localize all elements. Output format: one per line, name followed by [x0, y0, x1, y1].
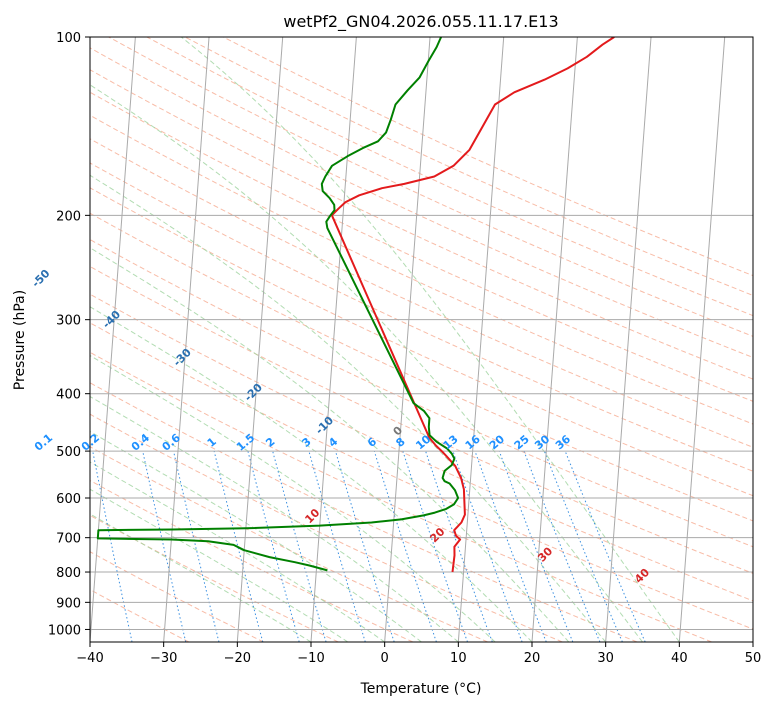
- moist-adiabat: [90, 174, 607, 642]
- y-tick-label: 600: [56, 492, 81, 507]
- x-tick-label: 20: [524, 651, 541, 666]
- isotherm-line: [678, 37, 726, 642]
- x-tick-label: −40: [76, 651, 103, 666]
- y-axis-ticks: 100 200 300 400 500 600 700 800 900 1000: [48, 31, 90, 638]
- dry-adiabat: [90, 382, 638, 642]
- x-tick-label: 30: [597, 651, 614, 666]
- mixing-ratio-line: [92, 451, 133, 642]
- mixing-ratio-line: [142, 450, 187, 642]
- moist-adiabat: [90, 430, 422, 642]
- mixing-ratio-line: [373, 450, 437, 642]
- mixing-ratio-line: [452, 450, 523, 642]
- y-tick-label: 800: [56, 566, 81, 581]
- y-axis-label: Pressure (hPa): [12, 290, 28, 390]
- moist-adiabat: [90, 306, 533, 642]
- isotherm-label: -50: [29, 267, 52, 290]
- profiles: [96, 37, 615, 573]
- mixing-ratio-line: [173, 450, 220, 642]
- x-axis-label: Temperature (°C): [360, 681, 482, 697]
- x-tick-label: 50: [745, 651, 762, 666]
- dry-adiabat: [90, 114, 753, 425]
- mixing-ratio-line: [425, 450, 493, 642]
- plot-frame: [89, 36, 754, 643]
- dry-adiabat: [90, 413, 563, 642]
- dry-adiabat: [90, 91, 753, 402]
- isotherm-line: [236, 37, 284, 642]
- isotherms: [90, 37, 753, 642]
- y-tick-label: 100: [56, 31, 81, 46]
- y-tick-label: 900: [56, 596, 81, 611]
- mixing-ratio-line: [402, 450, 468, 642]
- isobars: [90, 37, 753, 630]
- y-tick-label: 700: [56, 532, 81, 547]
- y-tick-label: 300: [56, 314, 81, 329]
- dry-adiabat: [90, 187, 753, 497]
- mixing-ratio-line: [498, 450, 574, 642]
- x-tick-label: −30: [150, 651, 177, 666]
- moist-adiabat: [90, 84, 643, 642]
- mixing-ratio-line: [308, 450, 366, 642]
- x-tick-label: 10: [450, 651, 467, 666]
- moist-adiabat: [90, 395, 459, 642]
- y-tick-label: 200: [56, 209, 81, 224]
- mixing-ratio-line: [474, 450, 547, 642]
- isotherm-line: [457, 37, 505, 642]
- isotherm-line: [310, 37, 357, 642]
- x-tick-label: −20: [224, 651, 251, 666]
- dewpoint-profile: [96, 37, 460, 572]
- isotherm-line: [605, 37, 652, 642]
- isotherm-line: [752, 635, 753, 642]
- y-tick-label: 500: [56, 445, 81, 460]
- x-axis-ticks: −40 −30 −20 −10 0 10 20 30 40 50: [76, 642, 761, 666]
- dry-adiabat: [90, 162, 753, 472]
- mixing-ratio-label: 0.1: [32, 431, 55, 453]
- dry-adiabat: [90, 588, 190, 642]
- y-tick-label: 1000: [48, 623, 81, 638]
- x-tick-label: 0: [381, 651, 389, 666]
- dry-adiabat: [90, 293, 753, 602]
- moist-adiabat: [90, 247, 570, 642]
- dry-adiabat: [90, 138, 753, 448]
- moist-adiabat: [180, 37, 680, 642]
- dry-adiabat: [90, 322, 753, 630]
- mixing-ratio-line: [523, 450, 601, 642]
- x-tick-label: −10: [297, 651, 324, 666]
- isotherm-line: [384, 37, 431, 642]
- chart-title: wetPf2_GN04.2026.055.11.17.E13: [283, 12, 558, 32]
- isotherm-line: [531, 37, 578, 642]
- isotherm-line: [163, 37, 210, 642]
- dry-adiabat: [90, 238, 753, 548]
- mixing-ratio-line: [544, 450, 623, 642]
- dry-adiabat: [90, 514, 339, 642]
- x-tick-label: 40: [671, 651, 688, 666]
- temperature-profile: [330, 37, 615, 573]
- mixing-ratio-line: [213, 450, 264, 642]
- moist-adiabat: [90, 461, 385, 642]
- isotherm-line: [90, 37, 136, 642]
- dry-adiabat: [184, 37, 753, 296]
- y-tick-label: 400: [56, 388, 81, 403]
- mixing-ratio-line: [247, 450, 300, 642]
